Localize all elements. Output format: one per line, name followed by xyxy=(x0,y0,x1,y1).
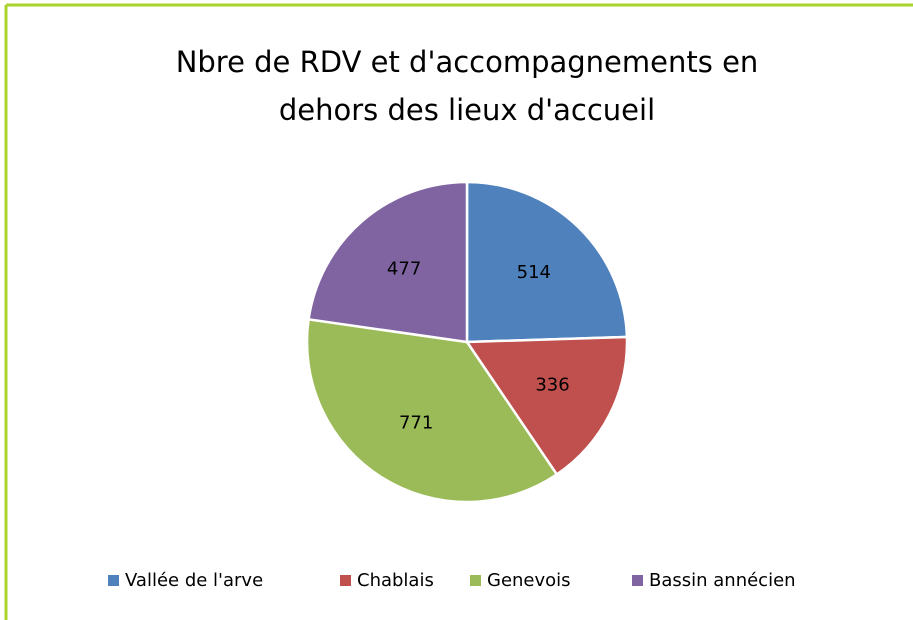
pie-slice xyxy=(307,180,469,344)
pie-slice xyxy=(305,317,559,504)
legend-label: Bassin annécien xyxy=(649,570,796,591)
chart-title: Nbre de RDV et d'accompagnements en deho… xyxy=(175,45,759,127)
legend-swatch xyxy=(632,575,643,586)
pie-slice xyxy=(464,335,629,477)
legend-swatch xyxy=(470,575,481,586)
legend-swatch xyxy=(108,575,119,586)
data-label: 477 xyxy=(387,258,421,279)
data-label: 771 xyxy=(399,412,433,433)
legend-label: Genevois xyxy=(487,570,571,591)
legend-label: Chablais xyxy=(357,570,434,591)
data-label: 514 xyxy=(517,262,551,283)
pie-slice xyxy=(465,180,629,344)
legend-swatch xyxy=(340,575,351,586)
legend-label: Vallée de l'arve xyxy=(125,570,263,591)
data-label: 336 xyxy=(535,375,569,396)
